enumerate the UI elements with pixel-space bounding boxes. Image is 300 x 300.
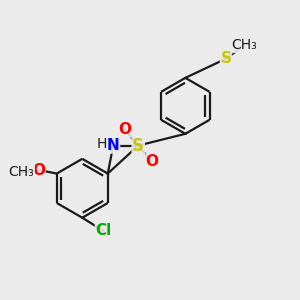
Text: O: O: [145, 154, 158, 169]
Text: S: S: [132, 136, 144, 154]
Text: CH₃: CH₃: [231, 38, 257, 52]
Text: N: N: [107, 138, 120, 153]
Text: O: O: [32, 163, 45, 178]
Text: CH₃: CH₃: [9, 165, 34, 179]
Text: H: H: [97, 137, 107, 151]
Text: S: S: [220, 51, 232, 66]
Text: O: O: [118, 122, 131, 137]
Text: Cl: Cl: [95, 224, 112, 238]
